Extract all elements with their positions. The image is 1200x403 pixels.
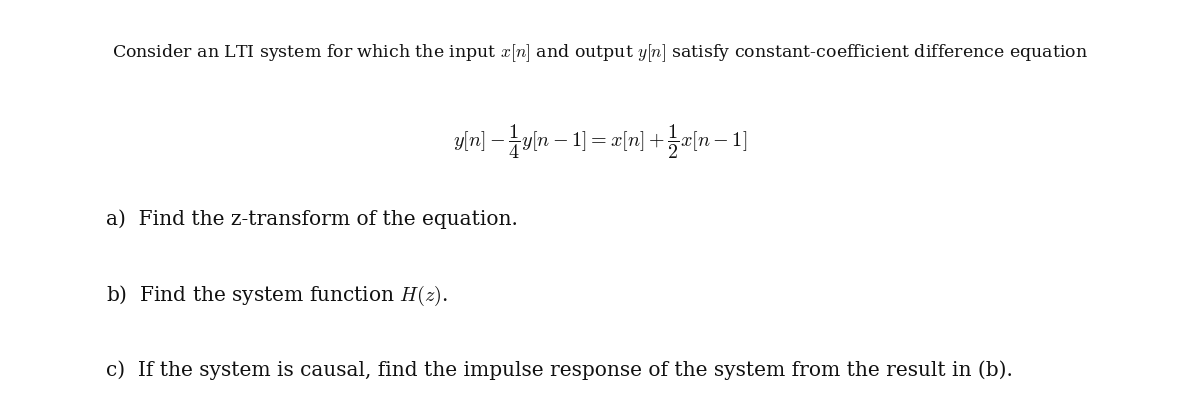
Text: b)  Find the system function $H(z)$.: b) Find the system function $H(z)$.	[106, 284, 448, 308]
Text: c)  If the system is causal, find the impulse response of the system from the re: c) If the system is causal, find the imp…	[106, 361, 1013, 380]
Text: Consider an LTI system for which the input $x[n]$ and output $y[n]$ satisfy cons: Consider an LTI system for which the inp…	[112, 42, 1088, 64]
Text: a)  Find the z-transform of the equation.: a) Find the z-transform of the equation.	[106, 210, 517, 229]
Text: $y[n] - \dfrac{1}{4}y[n-1] = x[n] + \dfrac{1}{2}x[n-1]$: $y[n] - \dfrac{1}{4}y[n-1] = x[n] + \dfr…	[452, 123, 748, 161]
